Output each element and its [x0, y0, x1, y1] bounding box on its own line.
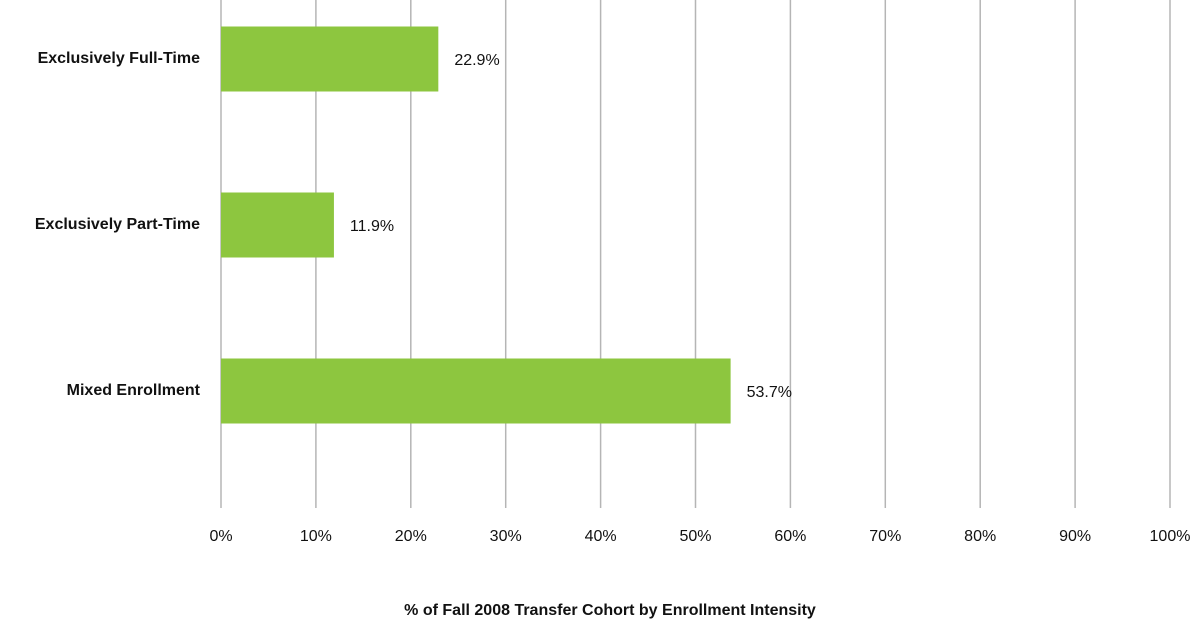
x-tick-label: 100%	[1150, 528, 1191, 545]
x-tick-label: 60%	[774, 528, 806, 545]
x-tick-label: 20%	[395, 528, 427, 545]
category-label: Exclusively Part-Time	[35, 216, 200, 233]
data-label: 53.7%	[747, 384, 792, 401]
bar	[221, 26, 439, 92]
x-tick-label: 0%	[209, 528, 232, 545]
category-label: Exclusively Full-Time	[38, 50, 201, 67]
x-tick-label: 40%	[585, 528, 617, 545]
x-tick-label: 50%	[679, 528, 711, 545]
data-label: 11.9%	[350, 218, 394, 235]
category-label: Mixed Enrollment	[67, 382, 201, 399]
bar	[221, 358, 731, 424]
x-tick-label: 30%	[490, 528, 522, 545]
x-tick-label: 70%	[869, 528, 901, 545]
x-tick-label: 10%	[300, 528, 332, 545]
bar	[221, 192, 334, 258]
data-label: 22.9%	[454, 52, 499, 69]
x-tick-label: 80%	[964, 528, 996, 545]
x-axis-title: % of Fall 2008 Transfer Cohort by Enroll…	[404, 602, 816, 619]
x-tick-label: 90%	[1059, 528, 1091, 545]
